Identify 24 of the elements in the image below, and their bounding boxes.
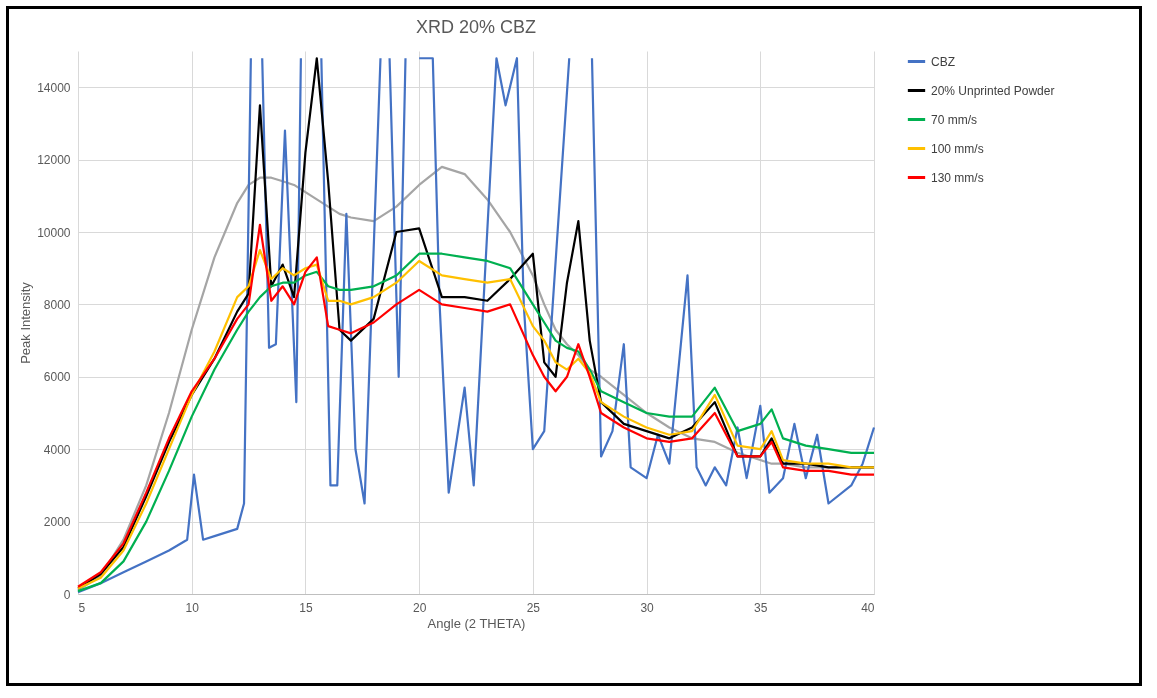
y-tick-label: 14000	[37, 80, 71, 95]
legend-label: 130 mm/s	[931, 170, 984, 185]
y-axis-title: Peak Intensity	[18, 281, 34, 364]
x-tick-label: 5	[78, 600, 86, 615]
legend-label: CBZ	[931, 54, 955, 69]
y-tick-label: 8000	[43, 297, 71, 312]
y-tick-label: 12000	[37, 153, 71, 168]
x-tick-label: 40	[861, 600, 875, 615]
y-tick-label: 0	[63, 587, 71, 602]
y-tick-label: 2000	[43, 515, 71, 530]
x-tick-label: 35	[754, 600, 768, 615]
legend-label: 100 mm/s	[931, 141, 984, 156]
x-tick-label: 25	[526, 600, 541, 615]
x-tick-label: 10	[185, 600, 200, 615]
legend-label: 20% Unprinted Powder	[931, 83, 1055, 98]
legend-label: 70 mm/s	[931, 112, 978, 127]
y-tick-label: 4000	[43, 442, 71, 457]
x-tick-label: 30	[640, 600, 655, 615]
y-tick-label: 6000	[43, 370, 71, 385]
chart-title: XRD 20% CBZ	[415, 17, 537, 37]
x-axis-title: Angle (2 THETA)	[427, 615, 526, 631]
x-tick-label: 20	[412, 600, 427, 615]
x-tick-label: 15	[299, 600, 313, 615]
y-tick-label: 10000	[37, 225, 71, 240]
